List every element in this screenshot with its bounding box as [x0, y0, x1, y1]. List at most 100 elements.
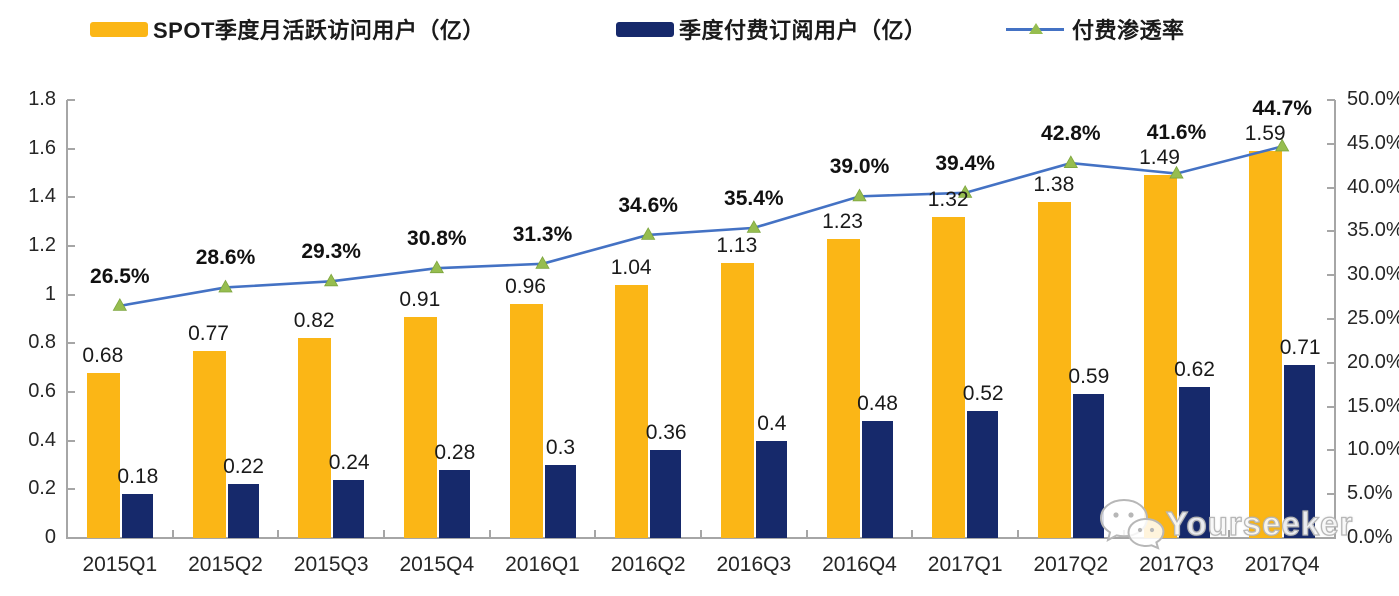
legend-label-penetration: 付费渗透率: [1072, 18, 1185, 43]
bar-subscribers: [333, 479, 365, 538]
bar-subscribers: [1178, 387, 1210, 538]
x-axis-tick: [911, 530, 914, 539]
bar-mau: [192, 350, 226, 538]
y-axis-left-tick: [67, 293, 75, 296]
penetration-label: 41.6%: [1146, 121, 1207, 145]
x-axis-tick: [277, 530, 280, 539]
bar-subscribers: [1284, 365, 1316, 538]
y-axis-right-tick: [1327, 274, 1335, 277]
y-tick-label-right: 20.0%: [1347, 350, 1399, 373]
x-tick-label: 2015Q3: [293, 553, 369, 576]
y-axis-right-tick: [1327, 99, 1335, 101]
y-tick-label-right: 35.0%: [1347, 219, 1399, 242]
y-tick-label-left: 0.8: [28, 331, 56, 354]
legend-item-subscribers: 季度付费订阅用户（亿）: [616, 16, 927, 43]
x-axis-tick: [66, 530, 68, 539]
y-axis-left-tick: [67, 99, 75, 101]
bar-label-mau: 1.13: [716, 234, 758, 258]
bar-label-subscribers: 0.62: [1174, 358, 1215, 382]
y-tick-label-left: 1.2: [28, 234, 56, 256]
y-axis-left-tick: [67, 147, 75, 150]
x-tick-label: 2016Q4: [822, 553, 897, 576]
y-tick-label-left: 1: [44, 282, 56, 305]
penetration-label: 39.4%: [935, 151, 995, 175]
bar-subscribers: [1072, 394, 1104, 538]
bar-label-mau: 0.82: [293, 309, 335, 333]
x-axis-tick: [594, 530, 597, 539]
legend-label-mau: SPOT季度月活跃访问用户（亿）: [153, 18, 485, 43]
bar-label-subscribers: 0.52: [962, 382, 1004, 406]
x-tick-label: 2017Q3: [1139, 553, 1214, 576]
bar-label-subscribers: 0.18: [117, 465, 159, 489]
penetration-label: 31.3%: [512, 222, 573, 246]
penetration-label: 28.6%: [195, 246, 256, 270]
y-tick-label-right: 15.0%: [1347, 394, 1399, 417]
bar-subscribers: [438, 469, 470, 538]
penetration-label: 39.0%: [829, 155, 890, 179]
bar-mau: [403, 316, 437, 538]
bar-label-mau: 0.96: [505, 275, 546, 299]
x-tick-label: 2017Q4: [1244, 553, 1320, 576]
y-axis-left-tick: [67, 391, 75, 393]
y-tick-label-left: 1.6: [28, 136, 56, 159]
bar-label-mau: 1.32: [927, 187, 969, 211]
y-axis-right-tick: [1327, 449, 1335, 452]
x-tick-label: 2016Q1: [505, 553, 580, 576]
subscribers-bar-swatch: [616, 21, 674, 37]
bar-label-subscribers: 0.24: [328, 450, 370, 474]
y-tick-label-right: 45.0%: [1347, 131, 1399, 154]
y-axis-right-tick: [1327, 186, 1335, 189]
penetration-label: 44.7%: [1252, 97, 1312, 121]
y-axis-left-tick: [67, 245, 75, 247]
bar-label-subscribers: 0.59: [1068, 365, 1110, 389]
bar-subscribers: [967, 411, 999, 538]
y-axis-right-tick: [1327, 493, 1335, 496]
penetration-label: 30.8%: [407, 227, 467, 251]
y-tick-label-left: 0.4: [28, 428, 56, 451]
x-axis-tick: [805, 530, 808, 539]
x-axis-tick: [700, 530, 702, 539]
bar-label-subscribers: 0.36: [645, 421, 687, 445]
bar-label-subscribers: 0.22: [223, 455, 264, 479]
bar-mau: [86, 372, 120, 538]
y-tick-label-left: 1.4: [28, 185, 56, 208]
y-tick-label-right: 10.0%: [1347, 438, 1399, 461]
y-axis-right-tick: [1327, 361, 1335, 364]
x-tick-label: 2017Q1: [927, 553, 1003, 576]
triangle-marker-icon: [1029, 22, 1043, 34]
watermark-text: Yourseeker: [1165, 504, 1354, 542]
bar-label-mau: 0.91: [399, 287, 441, 311]
penetration-label: 35.4%: [724, 186, 784, 210]
y-tick-label-right: 50.0%: [1347, 88, 1399, 110]
y-tick-label-right: 0.0%: [1347, 526, 1393, 548]
mau-bar-swatch: [90, 21, 148, 37]
bar-label-mau: 0.77: [188, 321, 229, 345]
bar-label-mau: 1.04: [610, 255, 652, 279]
bar-subscribers: [861, 421, 893, 538]
penetration-marker: [746, 220, 762, 233]
x-axis-tick: [171, 530, 174, 539]
bar-label-subscribers: 0.28: [434, 440, 476, 464]
bar-label-subscribers: 0.4: [757, 411, 787, 435]
bar-mau: [1143, 175, 1177, 538]
x-tick-label: 2017Q2: [1033, 553, 1109, 576]
y-tick-label-right: 5.0%: [1347, 482, 1393, 505]
x-tick-label: 2016Q2: [610, 553, 686, 576]
x-axis-tick: [488, 530, 491, 539]
y-tick-label-left: 0.2: [28, 477, 56, 500]
x-tick-label: 2016Q3: [716, 553, 792, 576]
legend-item-mau: SPOT季度月活跃访问用户（亿）: [90, 16, 485, 43]
bar-label-mau: 1.49: [1139, 146, 1180, 170]
y-tick-label-right: 30.0%: [1347, 263, 1399, 286]
y-axis-right-tick: [1327, 142, 1335, 145]
x-axis-tick: [1017, 530, 1019, 539]
penetration-line: [119, 145, 1283, 308]
bar-label-mau: 1.23: [822, 209, 863, 233]
bar-subscribers: [227, 484, 259, 538]
x-tick-label: 2015Q4: [399, 553, 475, 576]
x-axis-tick: [1334, 530, 1336, 539]
penetration-marker: [852, 188, 867, 202]
bar-label-mau: 1.38: [1033, 173, 1075, 197]
bar-label-subscribers: 0.3: [545, 436, 576, 459]
legend-item-penetration: 付费渗透率: [1006, 16, 1185, 43]
